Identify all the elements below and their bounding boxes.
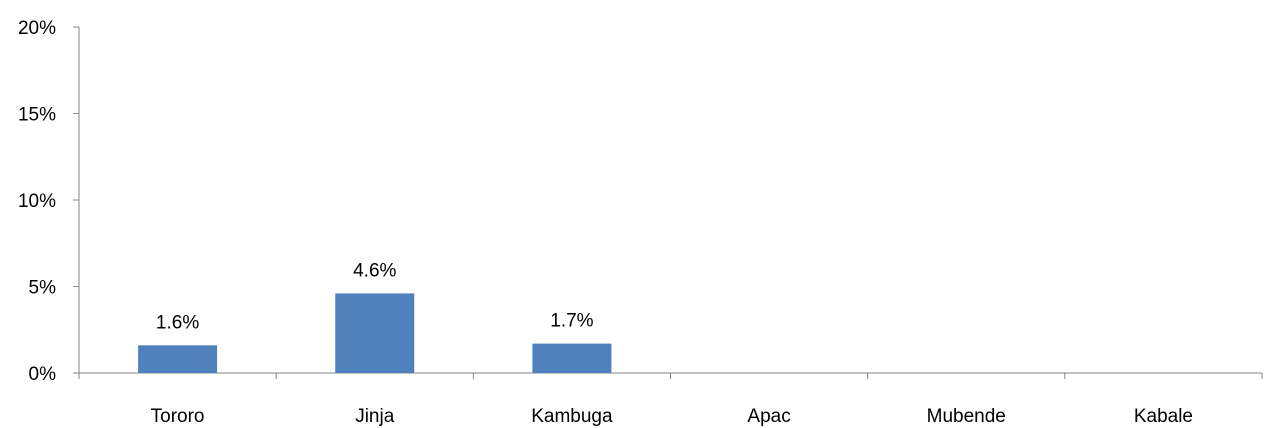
bar-kambuga — [532, 343, 612, 373]
y-tick-label: 5% — [29, 278, 57, 299]
y-tick-label: 0% — [29, 364, 57, 385]
x-tick-label: Kambuga — [531, 406, 613, 427]
x-tick-label: Jinja — [355, 406, 395, 427]
x-tick-label: Kabale — [1134, 406, 1193, 427]
x-axis: Tororo Jinja Kambuga Apac Mubende Kabale — [78, 372, 1263, 427]
y-tick-label: 10% — [18, 191, 56, 212]
data-label-jinja: 4.6% — [353, 260, 396, 281]
x-tick-label: Apac — [747, 406, 790, 427]
bar-tororo — [138, 345, 218, 373]
data-labels: 1.6% 4.6% 1.7% — [156, 260, 594, 333]
x-tick-label: Tororo — [151, 406, 205, 427]
x-tick-label: Mubende — [927, 406, 1006, 427]
data-label-tororo: 1.6% — [156, 312, 199, 333]
bars — [138, 293, 612, 373]
y-tick-label: 15% — [18, 105, 56, 126]
y-axis: 0% 5% 10% 15% 20% — [18, 18, 80, 385]
data-label-kambuga: 1.7% — [550, 311, 593, 332]
y-tick-label: 20% — [18, 18, 56, 39]
bar-jinja — [335, 293, 415, 373]
